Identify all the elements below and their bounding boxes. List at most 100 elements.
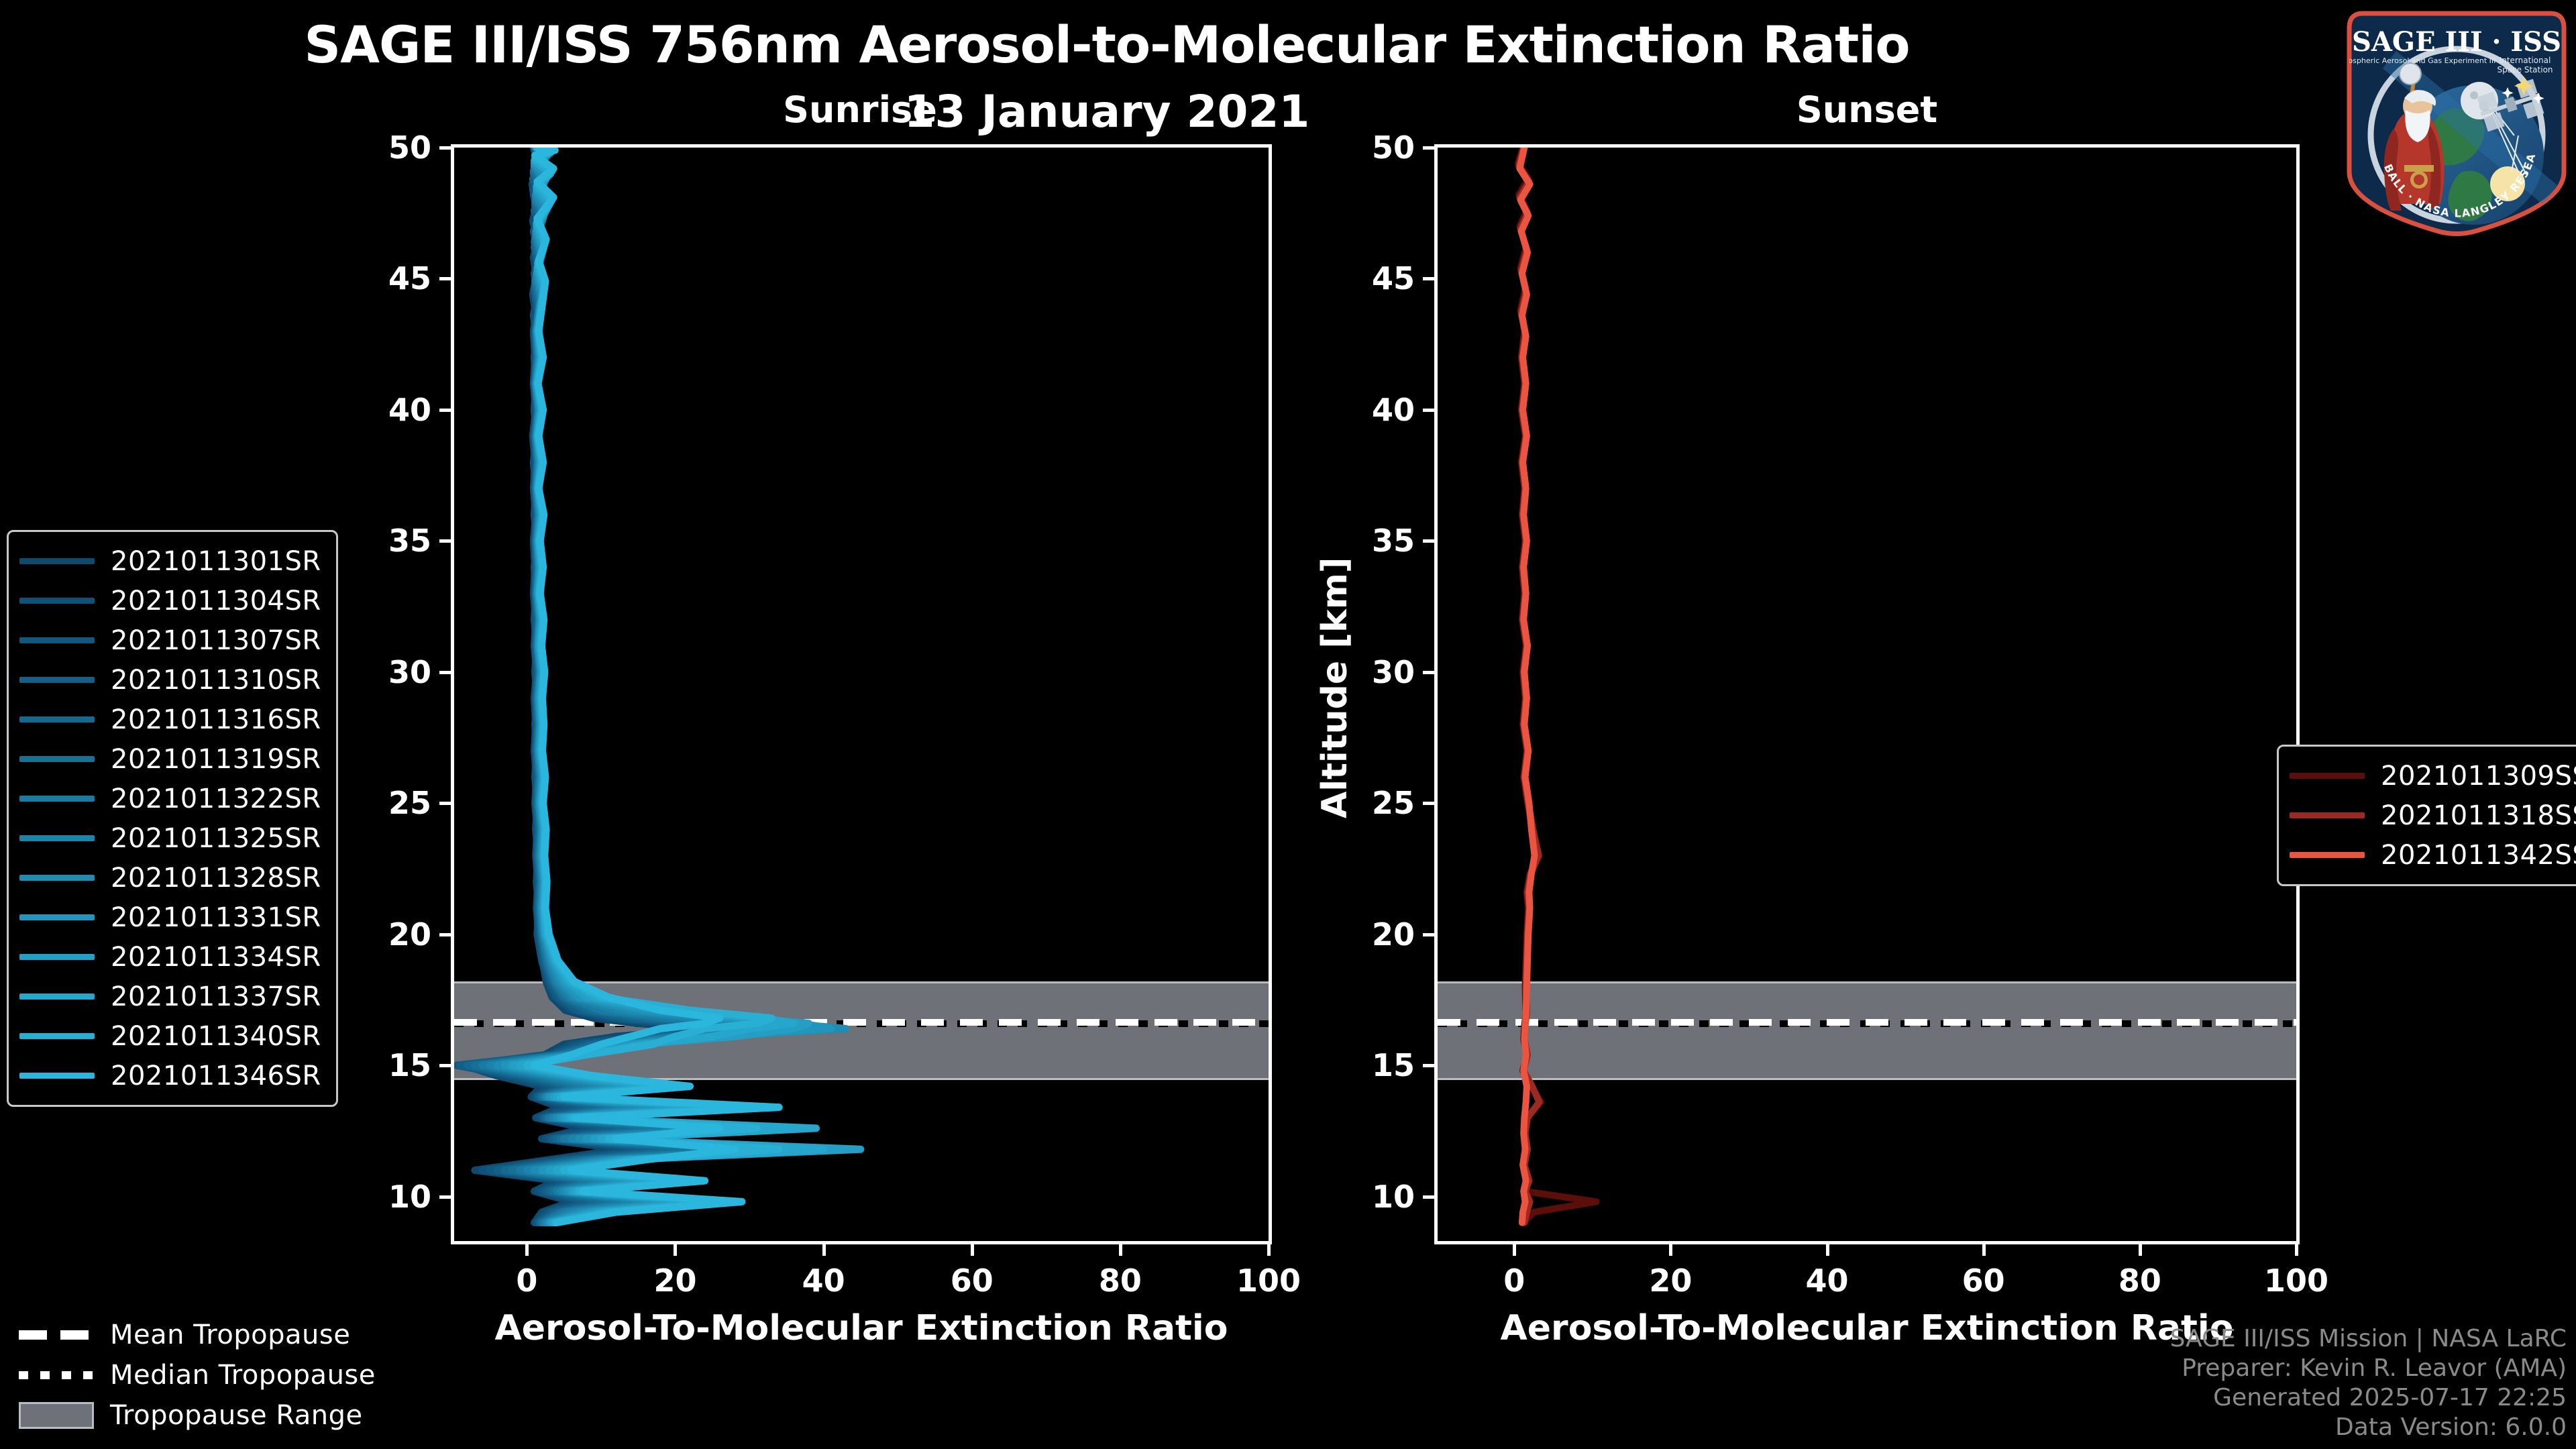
- y-tick-label: 35: [388, 523, 431, 559]
- x-tick: [2138, 1241, 2142, 1256]
- y-tick: [1423, 1195, 1438, 1199]
- y-tick: [1423, 408, 1438, 412]
- y-tick-label: 20: [1371, 916, 1415, 953]
- series-line: [1519, 148, 1534, 1223]
- x-tick-label: 60: [1962, 1263, 2005, 1299]
- line-swatch-icon: [19, 875, 95, 881]
- x-tick: [970, 1241, 974, 1256]
- sunset-x-axis-title: Aerosol-To-Molecular Extinction Ratio: [1500, 1308, 2234, 1348]
- legend-label: 2021011316SR: [111, 704, 321, 735]
- legend-item[interactable]: 2021011307SR: [19, 621, 321, 660]
- x-tick: [1669, 1241, 1673, 1256]
- legend-label: 2021011301SR: [111, 545, 321, 577]
- y-tick: [439, 670, 454, 674]
- y-tick-label: 45: [388, 260, 431, 297]
- legend-item-mean-tropopause: Mean Tropopause: [19, 1315, 376, 1355]
- legend-label: Tropopause Range: [110, 1400, 363, 1431]
- legend-item[interactable]: 2021011322SR: [19, 779, 321, 818]
- tropopause-legend: Mean Tropopause Median Tropopause Tropop…: [19, 1315, 376, 1436]
- sunrise-plot-axes: 10 15 20 25 30 35 40 45 50 0 20 40 60 80 100: [388, 129, 1301, 1299]
- legend-item[interactable]: 2021011340SR: [19, 1016, 321, 1056]
- legend-item[interactable]: 2021011309SS: [2290, 756, 2576, 796]
- legend-item[interactable]: 2021011334SR: [19, 937, 321, 977]
- legend-label: Mean Tropopause: [110, 1320, 351, 1350]
- y-tick-label: 15: [1371, 1047, 1415, 1084]
- credit-generated: Generated 2025-07-17 22:25: [2213, 1384, 2567, 1412]
- legend-item[interactable]: 2021011304SR: [19, 581, 321, 621]
- y-tick-label: 35: [1371, 523, 1415, 559]
- legend-label: 2021011334SR: [111, 941, 321, 973]
- sunrise-x-axis-title: Aerosol-To-Molecular Extinction Ratio: [494, 1308, 1228, 1348]
- legend-label: 2021011331SR: [111, 902, 321, 933]
- mean-tropopause-line: [454, 1018, 1269, 1026]
- y-tick-label: 25: [1371, 785, 1415, 822]
- sunset-series-svg: [1438, 148, 2296, 1241]
- dashed-line-swatch-icon: [19, 1330, 94, 1340]
- legend-item[interactable]: 2021011316SR: [19, 700, 321, 739]
- line-swatch-icon: [19, 716, 95, 722]
- legend-label: 2021011304SR: [111, 585, 321, 616]
- line-swatch-icon: [19, 954, 95, 960]
- legend-item[interactable]: 2021011301SR: [19, 541, 321, 581]
- legend-label: 2021011322SR: [111, 783, 321, 814]
- x-tick: [1825, 1241, 1829, 1256]
- credits-block: SAGE III/ISS Mission | NASA LaRC Prepare…: [2170, 1324, 2567, 1442]
- legend-label: 2021011342SS: [2381, 839, 2576, 871]
- legend-item[interactable]: 2021011346SR: [19, 1056, 321, 1095]
- y-tick-label: 30: [388, 653, 431, 690]
- sunset-panel-title: Sunset: [1796, 89, 1938, 131]
- y-tick-label: 40: [388, 391, 431, 428]
- y-tick-label: 50: [388, 129, 431, 166]
- y-tick: [439, 1064, 454, 1068]
- line-swatch-icon: [19, 914, 95, 920]
- legend-item[interactable]: 2021011310SR: [19, 660, 321, 700]
- x-tick-label: 40: [802, 1263, 845, 1299]
- x-tick-label: 100: [2263, 1263, 2329, 1299]
- sunset-legend[interactable]: 2021011309SS 2021011318SS 2021011342SS: [2277, 745, 2576, 886]
- legend-label: 2021011346SR: [111, 1060, 321, 1091]
- x-tick-label: 20: [653, 1263, 697, 1299]
- x-tick: [674, 1241, 678, 1256]
- logo-title: SAGE III · ISS: [2352, 26, 2561, 58]
- legend-item[interactable]: 2021011342SS: [2290, 835, 2576, 875]
- legend-label: 2021011325SR: [111, 822, 321, 854]
- y-tick-label: 10: [388, 1178, 431, 1215]
- legend-item[interactable]: 2021011325SR: [19, 818, 321, 858]
- sunset-plot-axes: 10 15 20 25 30 35 40 45 50 0 20 40 60 80 100: [1372, 129, 2328, 1299]
- legend-label: 2021011340SR: [111, 1020, 321, 1052]
- legend-label: 2021011309SS: [2381, 760, 2576, 792]
- page-title: SAGE III/ISS 756nm Aerosol-to-Molecular …: [304, 15, 1910, 74]
- credit-preparer: Preparer: Kevin R. Leavor (AMA): [2182, 1354, 2567, 1383]
- x-tick-label: 20: [1649, 1263, 1693, 1299]
- legend-item[interactable]: 2021011331SR: [19, 898, 321, 937]
- legend-item[interactable]: 2021011337SR: [19, 977, 321, 1016]
- sunrise-series-svg: [454, 148, 1269, 1241]
- line-swatch-icon: [19, 1033, 95, 1039]
- legend-label: Median Tropopause: [110, 1360, 376, 1391]
- y-tick-label: 15: [388, 1047, 431, 1084]
- series-line: [527, 148, 779, 1223]
- sunrise-legend[interactable]: 2021011301SR 2021011304SR 2021011307SR 2021…: [7, 530, 338, 1107]
- x-tick-label: 0: [516, 1263, 538, 1299]
- y-tick-label: 20: [388, 916, 431, 953]
- y-tick: [439, 932, 454, 936]
- legend-label: 2021011319SR: [111, 743, 321, 775]
- credit-mission: SAGE III/ISS Mission | NASA LaRC: [2169, 1325, 2567, 1353]
- y-tick: [1423, 932, 1438, 936]
- line-swatch-icon: [2290, 812, 2365, 818]
- legend-item[interactable]: 2021011318SS: [2290, 796, 2576, 835]
- legend-item[interactable]: 2021011328SR: [19, 858, 321, 898]
- logo-subtitle-right-2: Space Station: [2497, 65, 2553, 74]
- y-tick-label: 40: [1371, 391, 1415, 428]
- logo-subtitle-right-1: International: [2500, 56, 2551, 65]
- x-tick: [1267, 1241, 1271, 1256]
- y-tick: [1423, 802, 1438, 806]
- x-tick: [1982, 1241, 1986, 1256]
- y-tick-label: 50: [1371, 129, 1415, 166]
- x-tick: [1513, 1241, 1517, 1256]
- y-tick: [439, 802, 454, 806]
- y-tick: [439, 277, 454, 281]
- y-tick: [439, 539, 454, 543]
- x-tick-label: 80: [2118, 1263, 2161, 1299]
- legend-item[interactable]: 2021011319SR: [19, 739, 321, 779]
